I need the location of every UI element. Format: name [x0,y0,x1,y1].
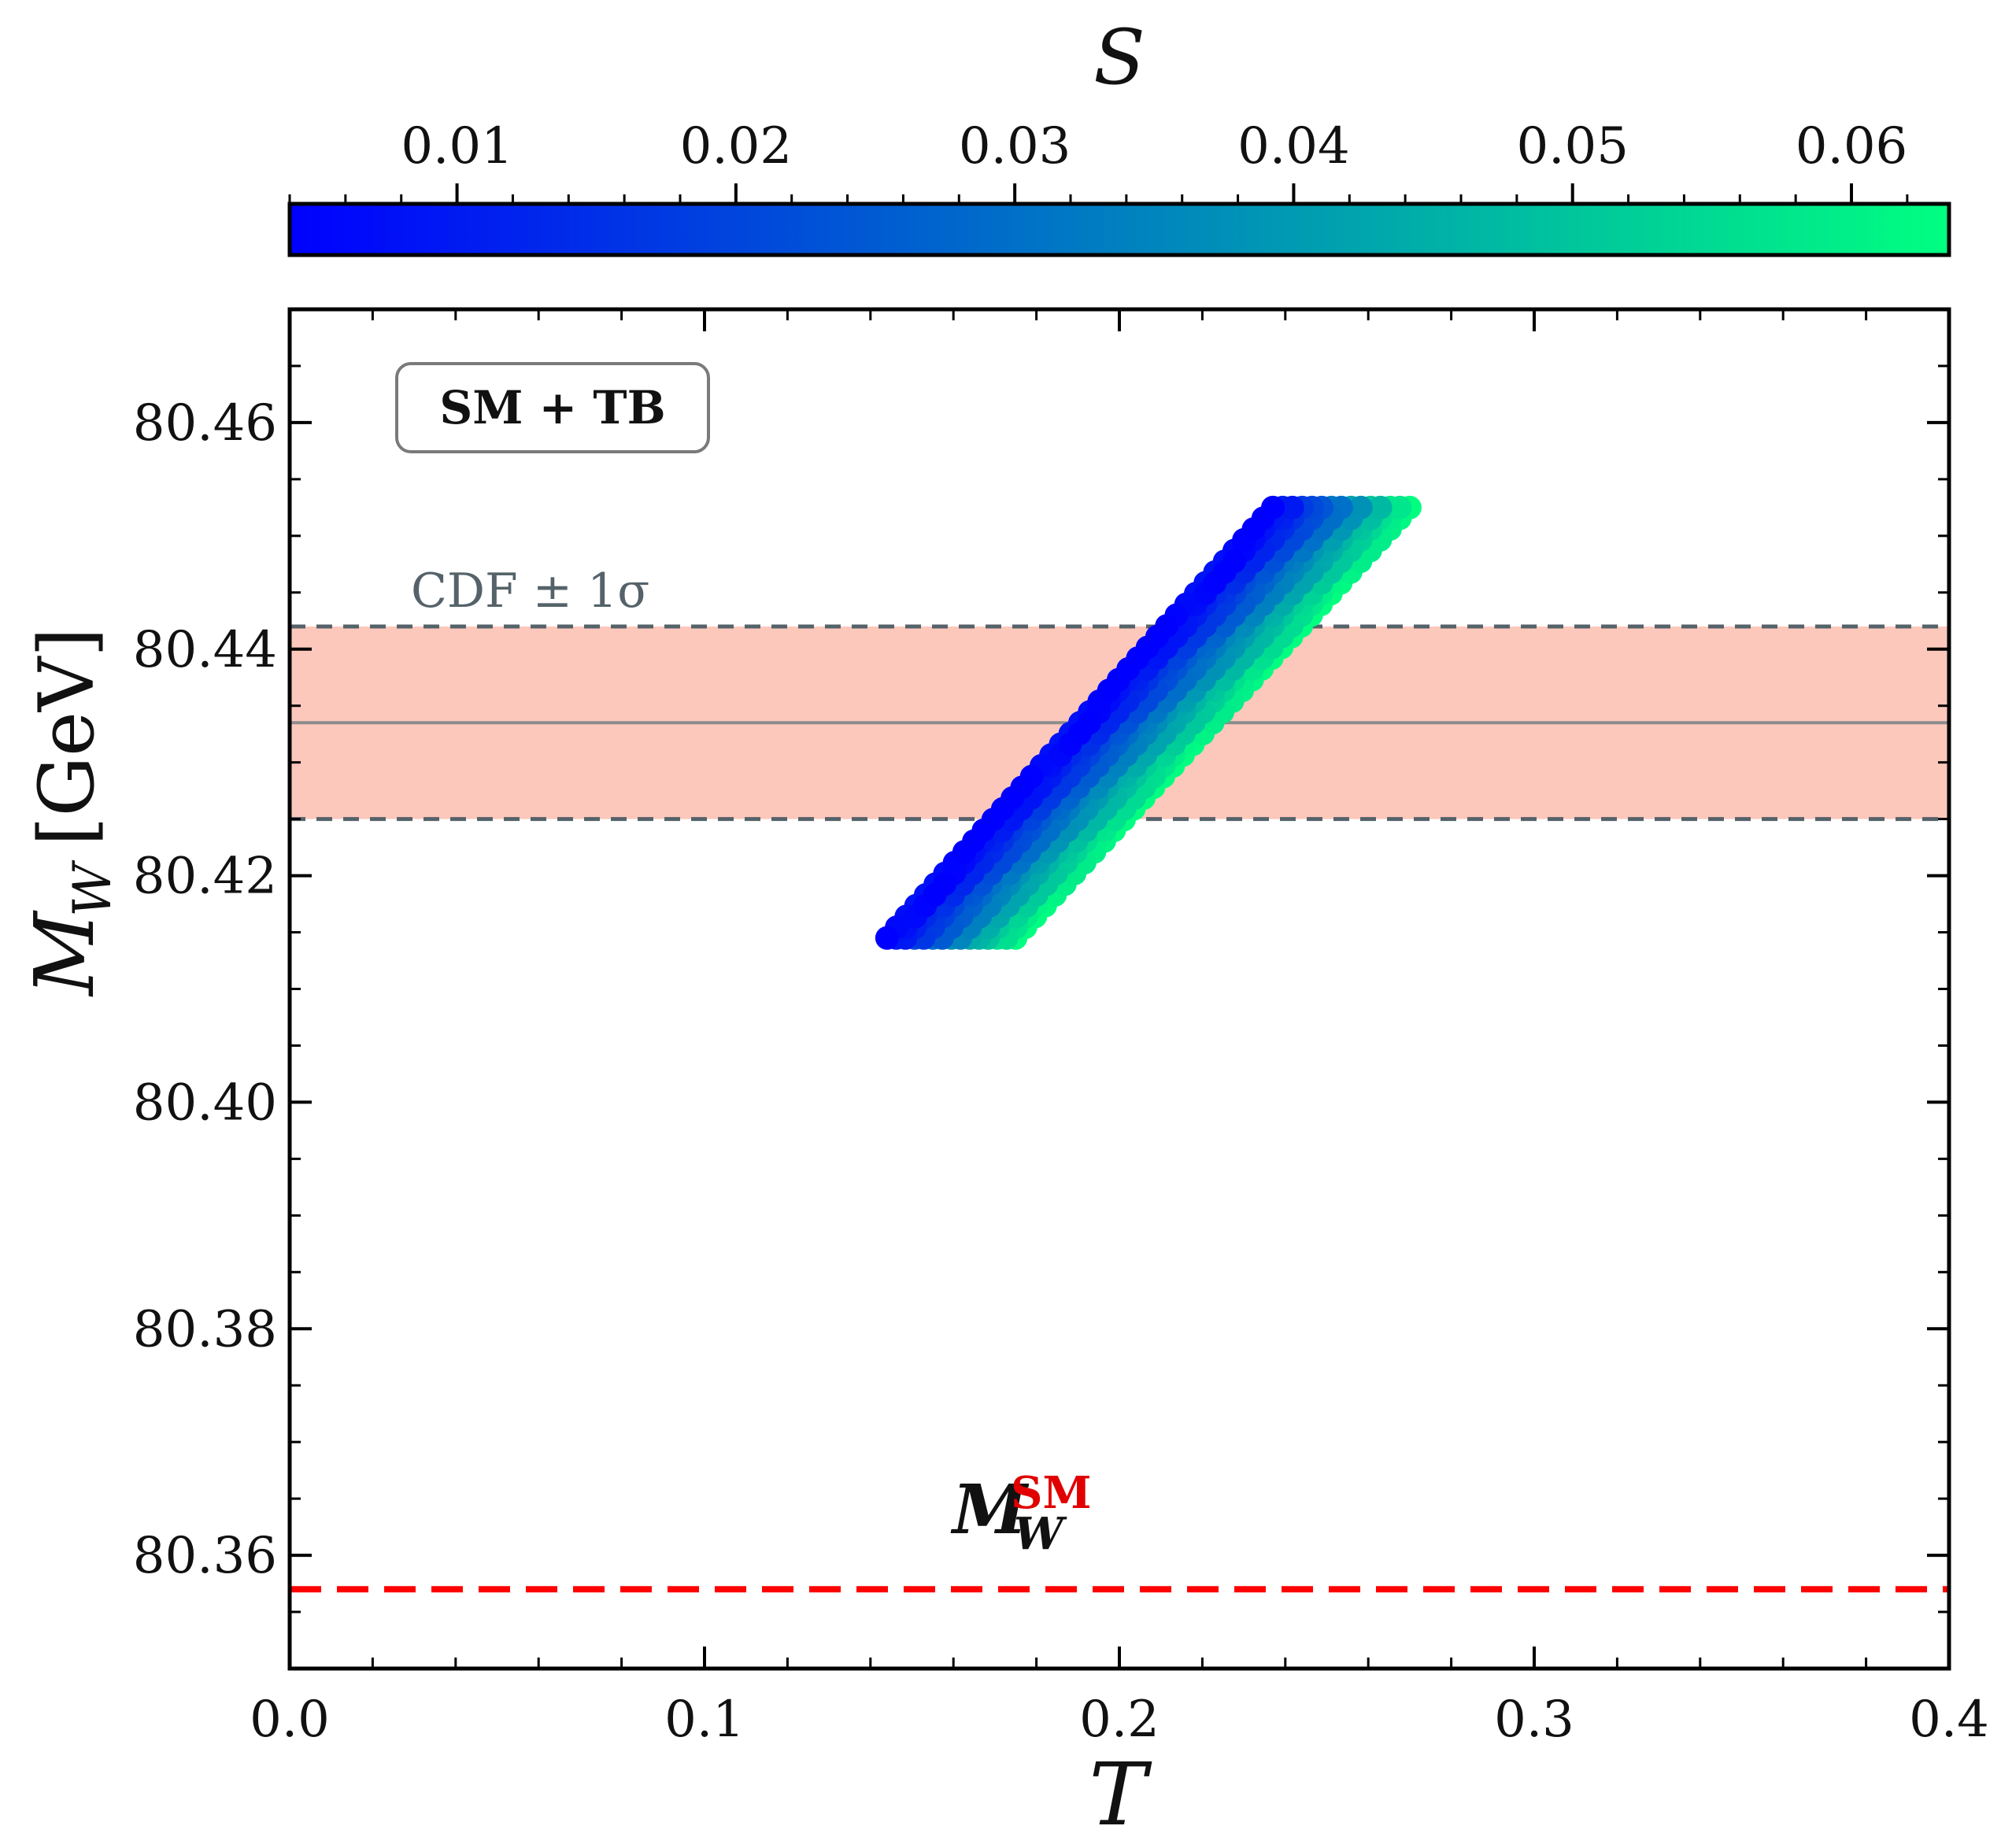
colorbar-ticks: 0.01 0.02 0.03 0.04 0.05 0.06 [288,117,1909,204]
colorbar-tick-label: 0.01 [401,117,513,176]
colorbar-tick-label: 0.03 [959,117,1071,176]
svg-text:W: W [1014,1508,1067,1560]
sm-label-sup: SM [1011,1467,1091,1519]
scatter-points [875,495,1422,950]
scatter-point [1280,495,1304,519]
y-axis-label: M W [GeV] [17,627,123,997]
y-tick-label: 80.40 [133,1074,277,1132]
x-tick-label: 0.2 [1079,1691,1160,1749]
y-axis-label-unit: [GeV] [23,627,111,846]
svg-text:W: W [62,859,123,917]
scatter-point [1077,711,1101,735]
scatter-point [1260,495,1285,519]
svg-text:M: M [950,1470,1030,1550]
y-axis-label-main: M [17,910,113,997]
colorbar-tick-label: 0.04 [1237,117,1350,176]
y-axis-label-sub: W [62,859,123,917]
y-tick-label: 80.42 [133,848,277,906]
x-tick-label: 0.0 [250,1691,330,1749]
scatter-point [1368,495,1393,519]
x-tick-label: 0.4 [1909,1691,1989,1749]
y-tick-label: 80.36 [133,1527,277,1585]
x-tick-label: 0.1 [664,1691,745,1749]
colorbar-tick-label: 0.05 [1516,117,1629,176]
sm-label: M W SM [950,1467,1091,1560]
sm-label-main: M [950,1470,1030,1550]
colorbar: 0.01 0.02 0.03 0.04 0.05 0.06 S [287,13,1951,257]
scatter-point [1010,775,1034,800]
colorbar-label: S [1093,13,1145,102]
svg-text:M: M [17,910,113,997]
y-tick-label: 80.38 [133,1300,277,1358]
legend-box-text: SM + TB [439,381,665,434]
plot-frame [287,307,1951,1671]
x-axis-label: T [1089,1744,1152,1845]
colorbar-tick-label: 0.06 [1796,117,1908,176]
colorbar-tick-label: 0.02 [680,117,793,176]
x-tick-label: 0.3 [1494,1691,1574,1749]
scatter-point [1212,560,1237,584]
svg-text:[GeV]: [GeV] [23,627,111,846]
colorbar-gradient [287,201,1951,257]
cdf-label: CDF ± 1σ [411,564,649,619]
axis-ticks: 0.0 0.1 0.2 0.3 0.4 80.36 80.38 80.40 80.42 80.44… [133,308,1989,1749]
y-tick-label: 80.44 [133,621,277,679]
sm-label-sub: W [1014,1508,1067,1560]
scatter-point [932,872,956,896]
legend-box: SM + TB [395,362,710,453]
scatter-point [1388,495,1412,519]
svg-text:SM: SM [1011,1467,1091,1519]
scatter-point [875,926,899,950]
scatter-point [1155,614,1179,638]
scatter-point [1348,495,1373,519]
y-tick-label: 80.46 [133,394,277,453]
